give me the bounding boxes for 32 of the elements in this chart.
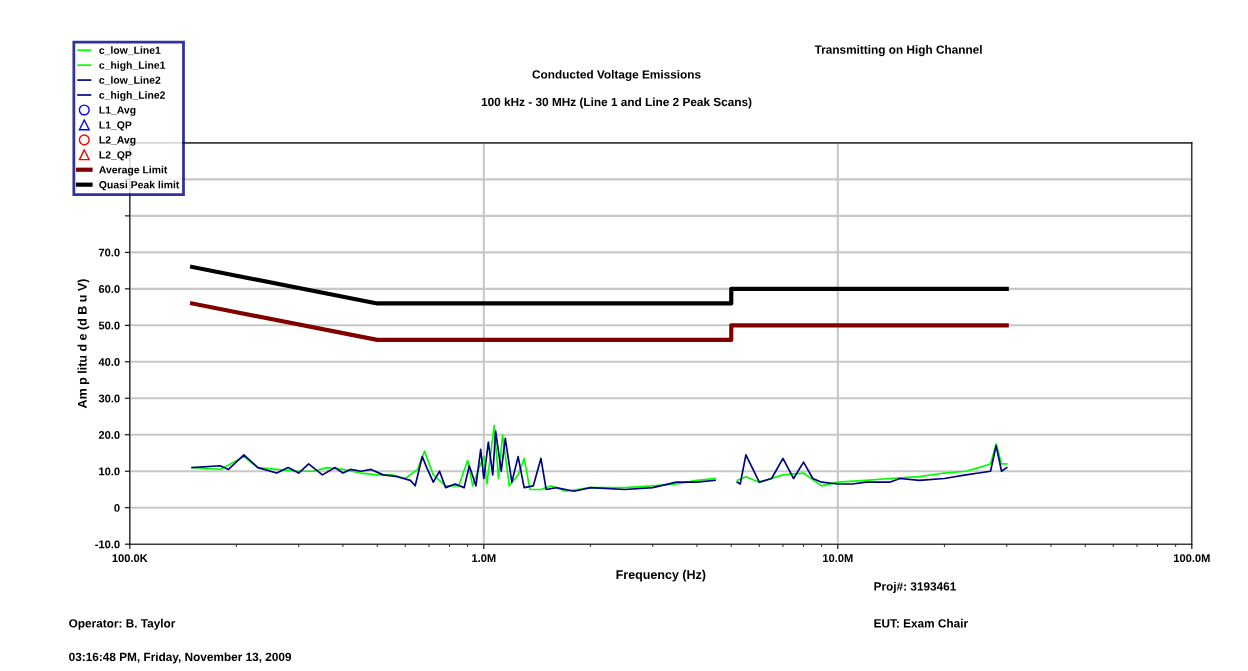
y-tick-label: 50.0	[98, 321, 120, 330]
legend-label: Quasi Peak limit	[99, 180, 180, 191]
y-tick-label: 70.0	[98, 248, 120, 257]
y-tick-label: 30.0	[98, 394, 120, 403]
legend-label: c_high_Line1	[99, 61, 166, 71]
legend-label: c_high_Line2	[99, 91, 165, 101]
y-axis-title: Am p litu d e (d B u V)	[77, 279, 90, 409]
legend-label: L1_QP	[99, 121, 132, 131]
chart-title: Conducted Voltage Emissions	[532, 69, 701, 82]
x-tick-label: 100.0K	[112, 554, 148, 563]
legend-label: Average Limit	[99, 165, 168, 176]
y-tick-label: 0	[114, 503, 120, 512]
legend-label: c_low_Line2	[99, 76, 161, 85]
text: Proj#: 3193461	[874, 581, 956, 593]
text: 03:16:48 PM, Friday, November 13, 2009	[69, 652, 292, 664]
x-axis-title: Frequency (Hz)	[616, 569, 706, 582]
y-tick-label: 20.0	[98, 431, 120, 439]
x-tick-label: 100.0M	[1174, 554, 1210, 563]
x-tick-label: 1.0M	[472, 554, 496, 563]
legend-label: L2_Avg	[99, 136, 136, 146]
text: Operator: B. Taylor	[69, 618, 176, 630]
legend-label: c_low_Line1	[99, 46, 161, 56]
legend-label: L2_QP	[99, 151, 132, 161]
chart-subtitle: 100 kHz - 30 MHz (Line 1 and Line 2 Peak Scans)	[481, 97, 752, 109]
text: Transmitting on High Channel	[814, 45, 982, 57]
y-tick-label: -10.0	[95, 540, 120, 549]
y-tick-label: 60.0	[98, 285, 120, 293]
y-tick-label: 40.0	[98, 358, 120, 366]
text: EUT: Exam Chair	[874, 618, 968, 628]
legend-label: L1_Avg	[99, 106, 136, 116]
x-tick-label: 10.0M	[823, 554, 853, 563]
y-tick-label: 10.0	[99, 467, 120, 476]
